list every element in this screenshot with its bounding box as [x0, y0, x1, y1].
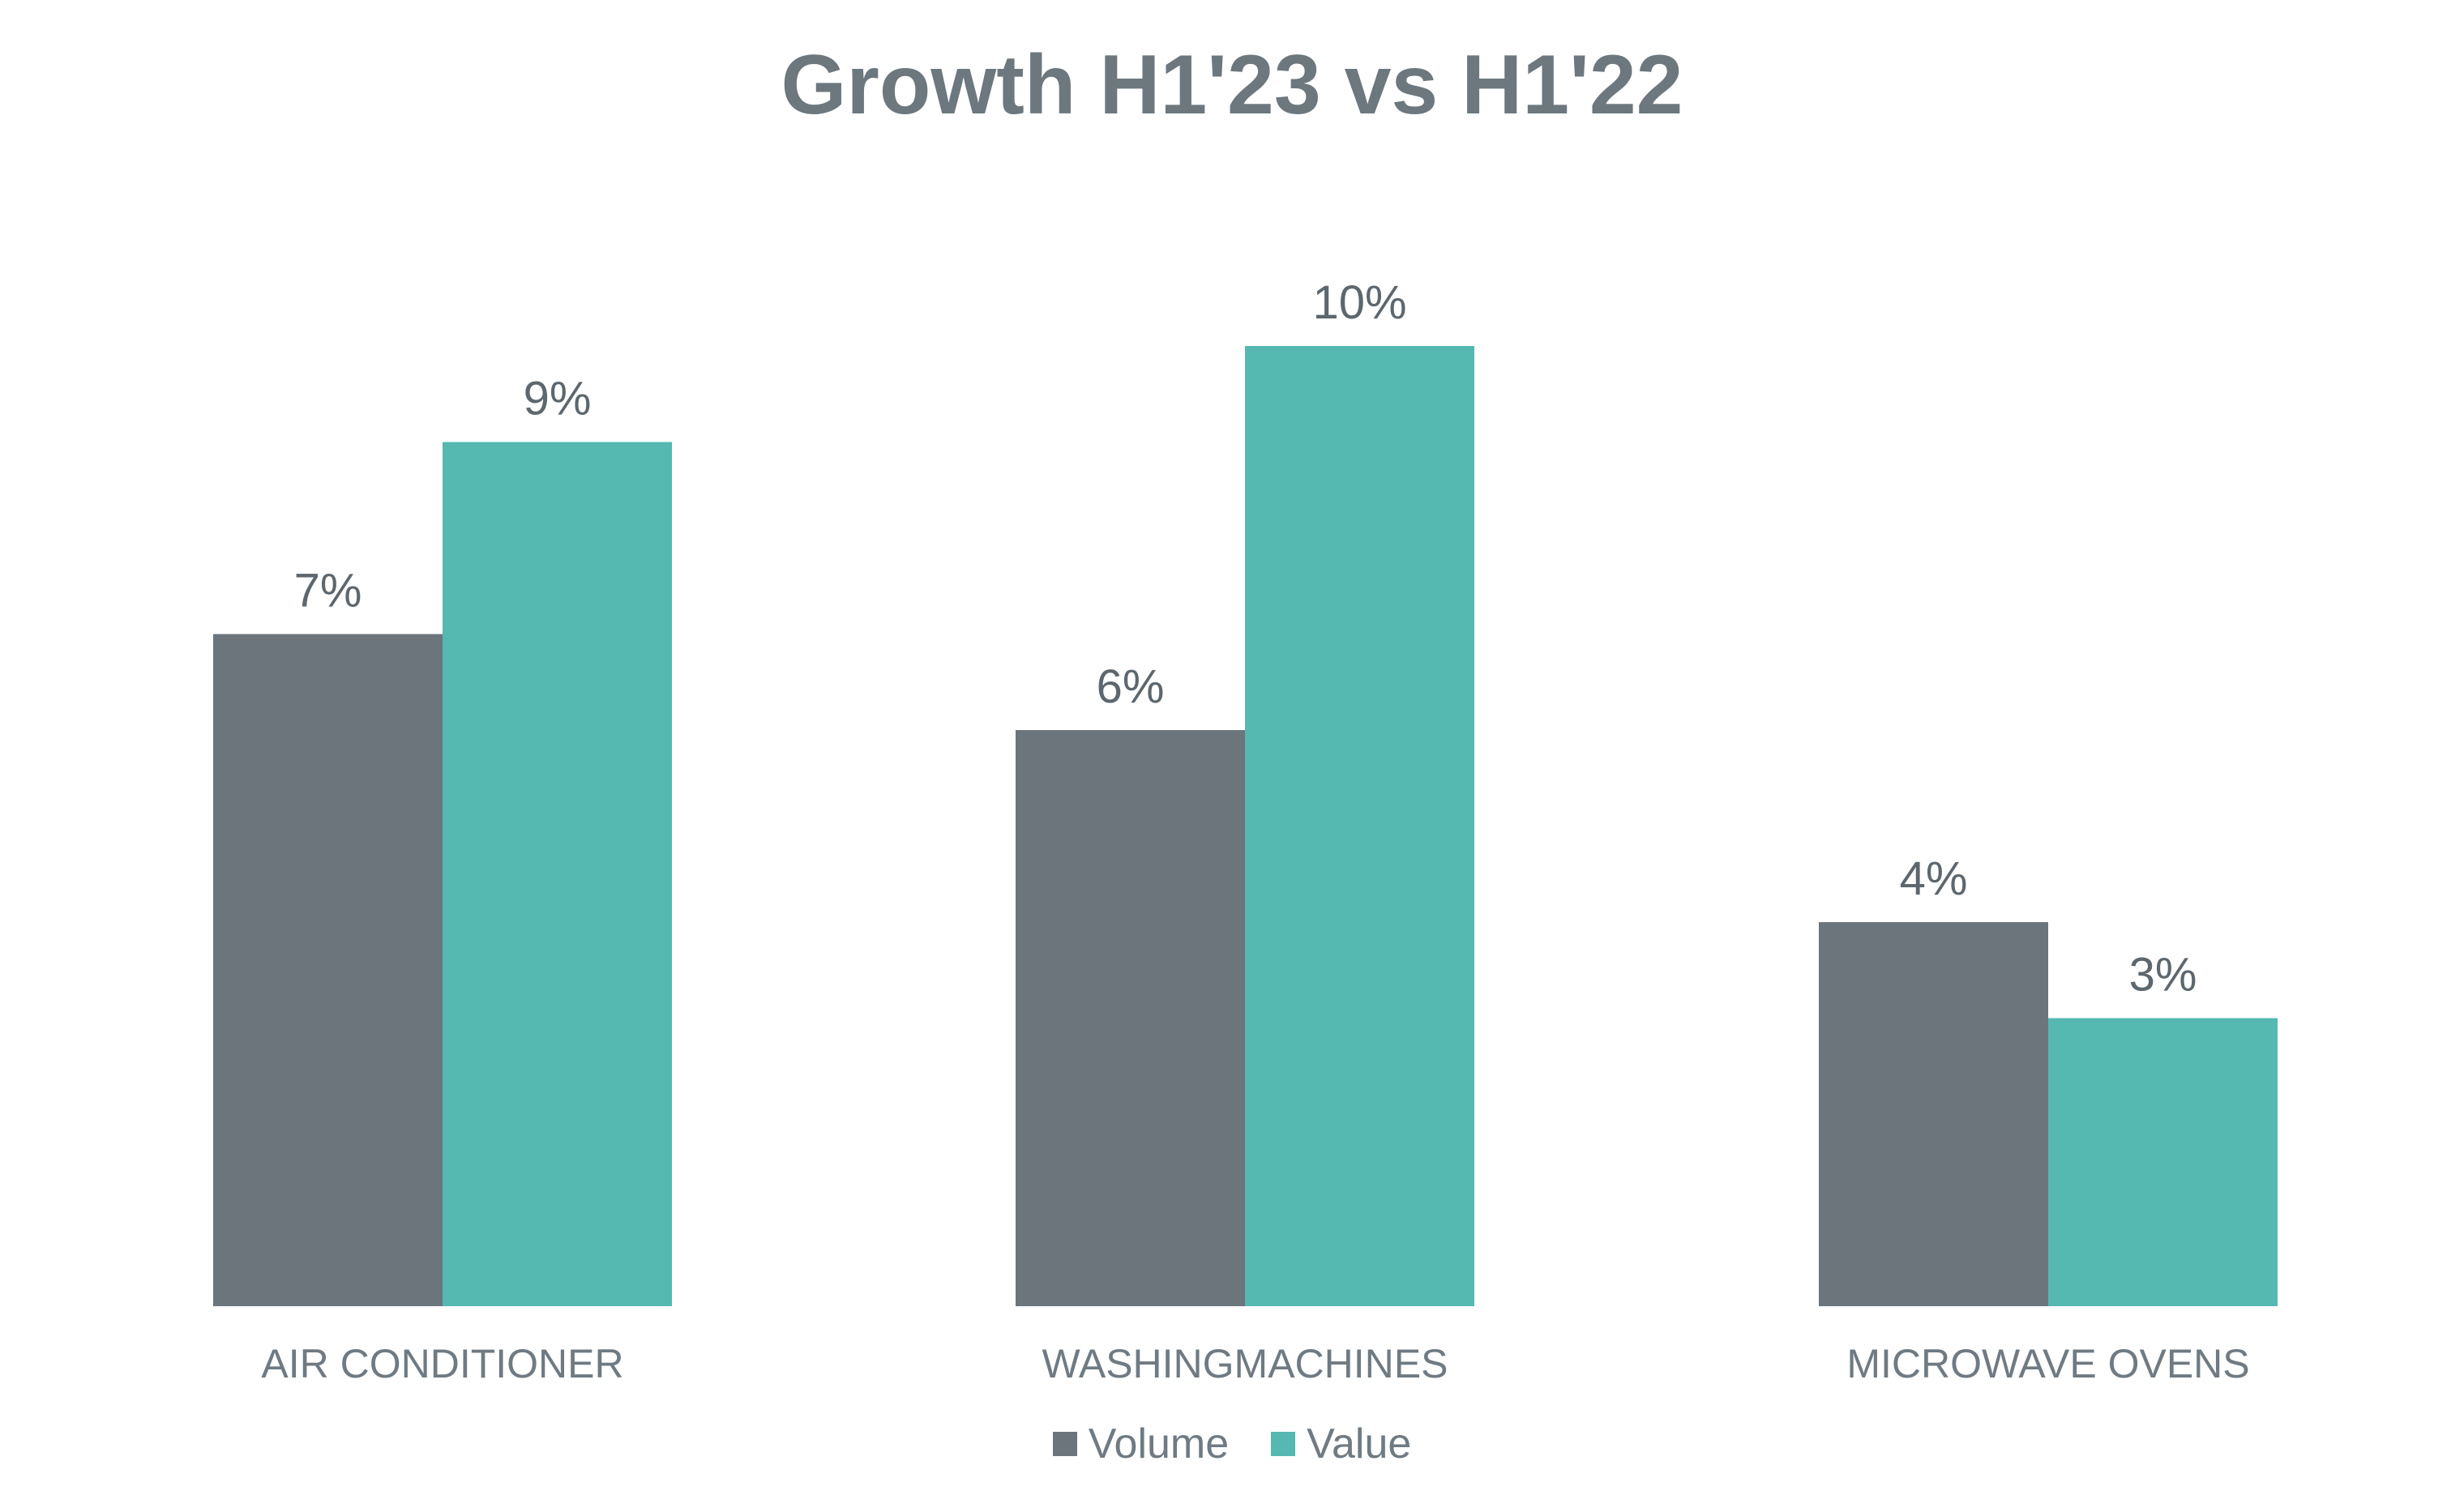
- legend-item-volume: Volume: [1052, 1420, 1230, 1468]
- bar-value-0: [443, 442, 672, 1306]
- category-label-0: AIR CONDITIONER: [261, 1341, 623, 1386]
- legend-swatch-volume: [1052, 1432, 1077, 1456]
- category-label-1: WASHINGMACHINES: [1042, 1341, 1448, 1386]
- legend-label-value: Value: [1307, 1420, 1412, 1467]
- data-label-value-0: 9%: [524, 373, 592, 425]
- bar-value-1: [1245, 346, 1474, 1306]
- legend-label-volume: Volume: [1088, 1420, 1230, 1467]
- data-label-volume-1: 6%: [1097, 660, 1165, 713]
- bar-volume-1: [1016, 730, 1245, 1306]
- bar-volume-0: [213, 634, 443, 1306]
- bar-volume-2: [1819, 922, 2048, 1306]
- legend-swatch-value: [1271, 1432, 1296, 1456]
- data-label-volume-0: 7%: [294, 565, 362, 617]
- bar-value-2: [2048, 1018, 2278, 1306]
- category-label-2: MICROWAVE OVENS: [1846, 1341, 2249, 1386]
- data-label-value-1: 10%: [1312, 276, 1406, 329]
- chart-title: Growth H1'23 vs H1'22: [781, 38, 1683, 132]
- legend: Volume Value: [0, 1420, 2464, 1468]
- legend-item-value: Value: [1271, 1420, 1411, 1468]
- data-label-volume-2: 4%: [1900, 852, 1968, 905]
- data-label-value-2: 3%: [2129, 949, 2197, 1002]
